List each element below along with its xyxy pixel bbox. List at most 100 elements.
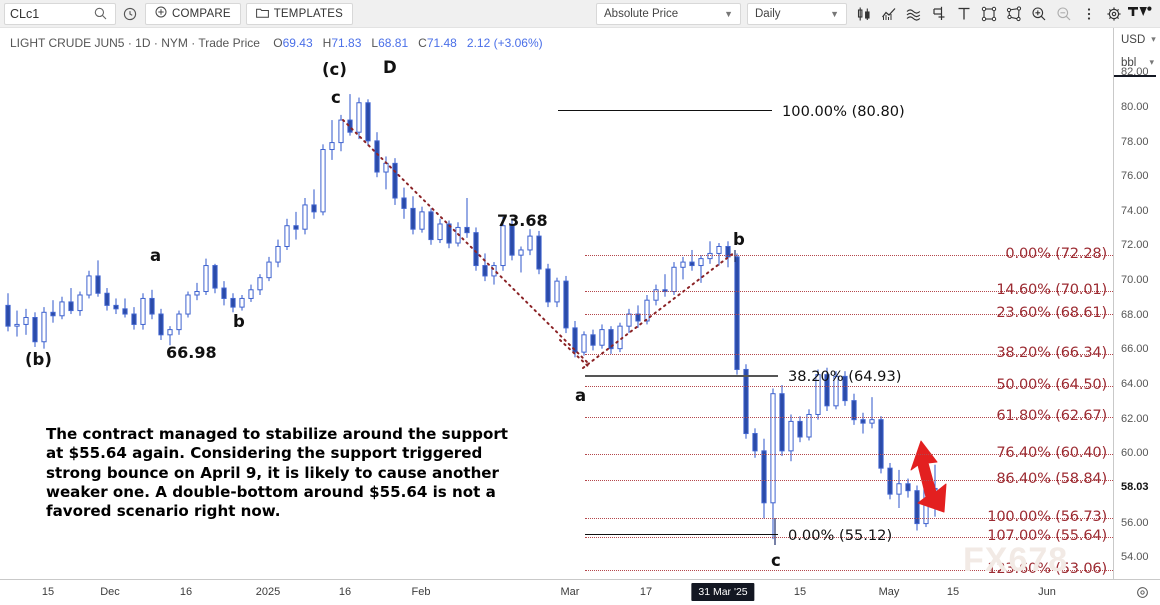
time-tick: 17 — [639, 586, 653, 598]
fibonacci-level-label: 76.40% (60.40) — [996, 444, 1107, 461]
wave-label: D — [383, 58, 397, 77]
time-tick: 15 — [793, 586, 807, 598]
legend-source: Trade Price — [198, 36, 260, 50]
wave-label: 66.98 — [166, 343, 217, 362]
zoom-in-icon[interactable] — [1028, 3, 1050, 25]
time-tick: 16 — [338, 586, 352, 598]
indicators-icon[interactable] — [878, 3, 900, 25]
plus-circle-icon — [155, 6, 167, 21]
price-tick: 80.00 — [1121, 100, 1149, 113]
time-tick: Mar — [560, 586, 580, 598]
fibonacci-level-label: 50.00% (64.50) — [996, 376, 1107, 393]
templates-label: TEMPLATES — [273, 7, 344, 20]
fibonacci-level-line — [585, 255, 1113, 256]
price-tick: 82.00 — [1121, 66, 1149, 79]
wave-label: (c) — [322, 60, 347, 79]
clock-icon[interactable] — [120, 4, 140, 24]
chevron-down-icon: ▼ — [830, 8, 839, 19]
compare-button[interactable]: COMPARE — [145, 2, 241, 25]
compare-label: COMPARE — [172, 7, 231, 20]
fibonacci-level-line — [585, 518, 1113, 519]
fibonacci-level-line — [585, 480, 1113, 481]
fibonacci-level-line — [585, 454, 1113, 455]
time-tick: Jun — [1038, 586, 1056, 598]
unit-select[interactable]: bbl ▾ — [1114, 51, 1160, 74]
measure-icon[interactable] — [928, 3, 950, 25]
legend-high-value: 71.83 — [331, 36, 362, 50]
legend-low-value: 68.81 — [378, 36, 409, 50]
time-axis-settings-icon[interactable] — [1135, 585, 1150, 605]
wave-label: (b) — [25, 350, 52, 369]
fibonacci-level-line — [585, 291, 1113, 292]
text-tool-icon[interactable] — [953, 3, 975, 25]
chart-legend: LIGHT CRUDE JUN5 · 1D · NYM · Trade Pric… — [10, 36, 543, 50]
price-tick: 78.00 — [1121, 135, 1149, 148]
wave-icon[interactable] — [903, 3, 925, 25]
folder-icon — [255, 7, 269, 21]
current-price-tick: 58.03 — [1121, 481, 1149, 494]
time-tick: Feb — [411, 586, 431, 598]
currency-value: USD — [1121, 33, 1146, 46]
polygon-tool-icon[interactable] — [1003, 3, 1025, 25]
time-tick: Dec — [100, 586, 120, 598]
price-scale-value: Absolute Price — [604, 7, 679, 20]
price-tick: 66.00 — [1121, 343, 1149, 356]
fibonacci-level-line — [585, 570, 1113, 571]
fibonacci-level-label: 107.00% (55.64) — [987, 527, 1107, 544]
legend-exchange: NYM — [161, 36, 188, 50]
legend-high-label: H — [322, 36, 332, 50]
legend-interval: 1D — [135, 36, 151, 50]
settings-gear-icon[interactable] — [1103, 3, 1125, 25]
legend-low-label: L — [371, 36, 379, 50]
fibonacci-level-label: 86.40% (58.84) — [996, 470, 1107, 487]
time-tick: 16 — [179, 586, 193, 598]
chevron-down-icon: ▼ — [724, 8, 733, 19]
zoom-out-icon[interactable] — [1053, 3, 1075, 25]
time-axis[interactable]: 15 Dec 16 2025 16 Feb Mar 17 31 Mar '25 15 May 15 Ju… — [0, 579, 1160, 605]
fibonacci-level-line — [585, 386, 1113, 387]
measure-leader-line — [585, 375, 778, 377]
legend-close-label: C — [418, 36, 427, 50]
more-options-icon[interactable] — [1078, 3, 1100, 25]
fibonacci-level-label: 23.60% (68.61) — [996, 304, 1107, 321]
search-icon[interactable] — [90, 4, 110, 24]
price-tick: 68.00 — [1121, 308, 1149, 321]
legend-instrument: LIGHT CRUDE JUN5 — [10, 36, 125, 50]
box-tool-icon[interactable] — [978, 3, 1000, 25]
measure-label: 38.20% (64.93) — [788, 368, 902, 385]
price-scale-select[interactable]: Absolute Price ▼ — [596, 2, 741, 25]
price-tick: 76.00 — [1121, 170, 1149, 183]
time-tick: 2025 — [255, 586, 281, 598]
templates-button[interactable]: TEMPLATES — [245, 2, 354, 25]
legend-open-value: 69.43 — [282, 36, 313, 50]
candlestick-chart-icon[interactable] — [853, 3, 875, 25]
fibonacci-level-line — [585, 354, 1113, 355]
fibonacci-level-label: 100.00% (56.73) — [987, 508, 1107, 525]
fibonacci-level-label: 14.60% (70.01) — [996, 281, 1107, 298]
legend-close-value: 71.48 — [426, 36, 457, 50]
wave-label: b — [733, 230, 745, 249]
measure-label: 0.00% (55.12) — [788, 527, 893, 544]
time-tick: 31 Mar '25 — [691, 583, 755, 601]
price-tick: 72.00 — [1121, 239, 1149, 252]
symbol-search-input[interactable]: CLc1 — [4, 2, 116, 25]
chevron-down-icon: ▾ — [1149, 57, 1154, 67]
measure-leader-line — [558, 110, 772, 112]
wave-label: c — [331, 88, 341, 107]
chevron-down-icon: ▾ — [1151, 34, 1156, 44]
time-tick: 15 — [946, 586, 960, 598]
unit-value: bbl — [1121, 56, 1137, 69]
interval-select[interactable]: Daily ▼ — [747, 2, 847, 25]
price-axis[interactable]: USD ▾ bbl ▾ 82.00 80.00 78.00 76.00 74.00 72.… — [1113, 28, 1160, 579]
analysis-note: The contract managed to stabilize around… — [46, 425, 508, 521]
fibonacci-level-label: 61.80% (62.67) — [996, 407, 1107, 424]
tradingview-logo[interactable] — [1128, 4, 1156, 23]
price-tick: 70.00 — [1121, 274, 1149, 287]
fibonacci-level-label: 123.60% (53.06) — [987, 560, 1107, 577]
wave-label: a — [150, 246, 162, 265]
time-tick: 15 — [41, 586, 55, 598]
axis-divider — [1114, 75, 1156, 77]
currency-select[interactable]: USD ▾ — [1114, 28, 1160, 51]
fibonacci-level-line — [585, 314, 1113, 315]
price-tick: 74.00 — [1121, 204, 1149, 217]
